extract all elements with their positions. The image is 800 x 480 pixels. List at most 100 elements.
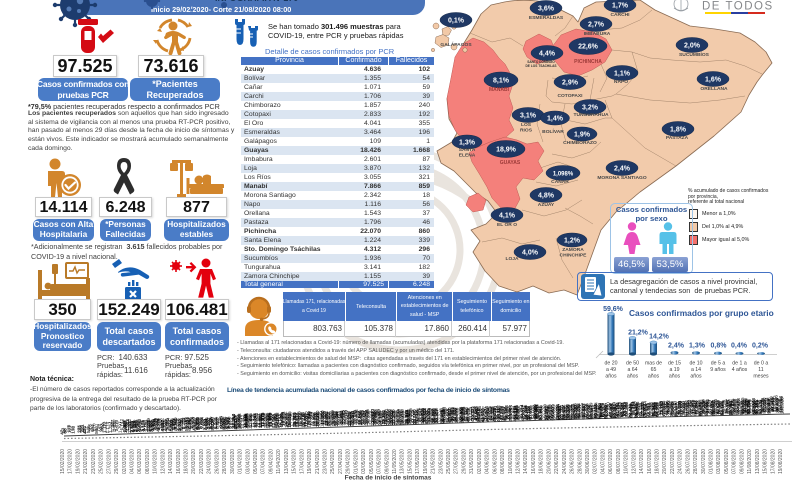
svg-text:42.976: 42.976: [499, 406, 504, 420]
svg-text:79.967: 79.967: [709, 400, 714, 414]
svg-text:11.925: 11.925: [251, 413, 256, 427]
svg-text:3.631: 3.631: [152, 418, 157, 430]
svg-text:68.256: 68.256: [635, 401, 640, 415]
svg-text:28.537: 28.537: [383, 410, 388, 424]
svg-text:22.326: 22.326: [347, 412, 352, 426]
svg-text:13.580: 13.580: [272, 414, 277, 428]
svg-text:10.863: 10.863: [244, 413, 249, 427]
svg-text:0,4%: 0,4%: [731, 343, 748, 350]
svg-text:9.345: 9.345: [219, 416, 224, 428]
svg-text:19.463: 19.463: [327, 411, 332, 425]
svg-text:89.698: 89.698: [747, 400, 752, 414]
svg-text:49.768: 49.768: [523, 406, 528, 420]
svg-text:28.214: 28.214: [389, 409, 394, 423]
svg-text:22.201: 22.201: [349, 412, 354, 426]
svg-text:68.114: 68.114: [633, 404, 638, 418]
svg-text:3.548: 3.548: [154, 419, 159, 431]
svg-text:2.406: 2.406: [131, 420, 136, 432]
svg-text:47.594: 47.594: [499, 406, 504, 420]
svg-text:800: 800: [94, 426, 99, 434]
svg-text:14.704: 14.704: [292, 412, 297, 426]
svg-text:30.951: 30.951: [407, 408, 412, 422]
svg-text:73.889: 73.889: [659, 401, 664, 415]
svg-text:17/08/2020: 17/08/2020: [770, 449, 776, 474]
svg-text:31.374: 31.374: [391, 410, 396, 424]
svg-text:12/07/2020: 12/07/2020: [631, 449, 637, 474]
svg-text:79.231: 79.231: [724, 400, 729, 414]
svg-text:4.226: 4.226: [156, 420, 161, 432]
svg-text:7.871: 7.871: [205, 418, 210, 430]
svg-text:31.129: 31.129: [396, 408, 401, 422]
svg-text:76.936: 76.936: [677, 401, 682, 415]
svg-text:33.127: 33.127: [439, 409, 444, 423]
svg-text:65.235: 65.235: [655, 402, 660, 416]
svg-text:64.326: 64.326: [619, 403, 624, 417]
svg-text:44.534: 44.534: [513, 405, 518, 419]
svg-text:90.471: 90.471: [698, 402, 703, 416]
svg-text:7.396: 7.396: [204, 417, 209, 429]
svg-text:60.696: 60.696: [594, 404, 599, 418]
svg-text:371: 371: [80, 424, 85, 432]
svg-text:45.097: 45.097: [521, 405, 526, 419]
svg-text:39.892: 39.892: [473, 406, 478, 420]
svg-text:1,098%: 1,098%: [553, 172, 574, 178]
svg-text:48.418: 48.418: [524, 406, 529, 420]
svg-text:22.987: 22.987: [370, 410, 375, 424]
svg-text:11/05/2020: 11/05/2020: [392, 449, 398, 474]
svg-text:24.454: 24.454: [358, 411, 363, 425]
svg-text:61.186: 61.186: [615, 402, 620, 416]
svg-text:325: 325: [80, 425, 85, 433]
svg-text:9.000: 9.000: [213, 417, 218, 429]
svg-text:21.940: 21.940: [339, 411, 344, 425]
svg-text:43.897: 43.897: [515, 406, 520, 420]
svg-text:15.707: 15.707: [292, 413, 297, 427]
svg-text:83.026: 83.026: [719, 401, 724, 415]
svg-text:23/02/2020: 23/02/2020: [91, 449, 97, 474]
svg-text:47.345: 47.345: [528, 405, 533, 419]
svg-text:30.391: 30.391: [415, 407, 420, 421]
svg-text:26/03/2020: 26/03/2020: [214, 449, 220, 474]
svg-text:13.397: 13.397: [257, 413, 262, 427]
svg-text:5.731: 5.731: [181, 417, 186, 429]
svg-text:37.194: 37.194: [460, 408, 465, 422]
svg-text:62.236: 62.236: [587, 404, 592, 418]
svg-text:años: años: [669, 374, 681, 380]
svg-text:34.543: 34.543: [424, 410, 429, 424]
svg-text:19.111: 19.111: [331, 413, 336, 427]
svg-text:3.178: 3.178: [141, 419, 146, 431]
svg-text:5.273: 5.273: [175, 419, 180, 431]
svg-text:94.978: 94.978: [759, 399, 764, 413]
svg-text:126: 126: [66, 424, 71, 432]
svg-text:4.584: 4.584: [160, 420, 165, 432]
svg-text:MORONA SANTIAGO: MORONA SANTIAGO: [597, 175, 646, 181]
svg-text:1.987: 1.987: [123, 421, 128, 433]
svg-text:NAPO: NAPO: [614, 79, 628, 85]
svg-text:62.061: 62.061: [581, 405, 586, 419]
svg-text:54.172: 54.172: [544, 406, 549, 420]
svg-text:13.695: 13.695: [268, 412, 273, 426]
svg-text:37.496: 37.496: [439, 408, 444, 422]
svg-text:CAÑAR: CAÑAR: [551, 178, 569, 185]
svg-text:57.564: 57.564: [589, 404, 594, 418]
svg-text:63.797: 63.797: [622, 402, 627, 416]
svg-text:31.911: 31.911: [414, 409, 419, 423]
svg-text:38.305: 38.305: [465, 408, 470, 422]
svg-text:71.760: 71.760: [659, 401, 664, 415]
svg-text:70.123: 70.123: [677, 400, 682, 414]
svg-text:84.688: 84.688: [705, 399, 710, 413]
svg-text:63.049: 63.049: [585, 405, 590, 419]
svg-text:83.974: 83.974: [735, 401, 740, 415]
svg-text:27.762: 27.762: [374, 410, 379, 424]
svg-text:77.881: 77.881: [682, 400, 687, 414]
svg-text:75.355: 75.355: [633, 401, 638, 415]
svg-text:10/03/2020: 10/03/2020: [153, 449, 159, 474]
svg-text:10.788: 10.788: [237, 413, 242, 427]
svg-text:81.548: 81.548: [725, 399, 730, 413]
svg-text:74.383: 74.383: [677, 400, 682, 414]
svg-text:25/02/2020: 25/02/2020: [99, 449, 105, 474]
svg-text:75.925: 75.925: [689, 399, 694, 413]
svg-text:45.944: 45.944: [484, 406, 489, 420]
svg-text:31/05/2020: 31/05/2020: [469, 449, 475, 474]
svg-text:102.926: 102.926: [774, 395, 779, 412]
svg-text:59.242: 59.242: [624, 403, 629, 417]
